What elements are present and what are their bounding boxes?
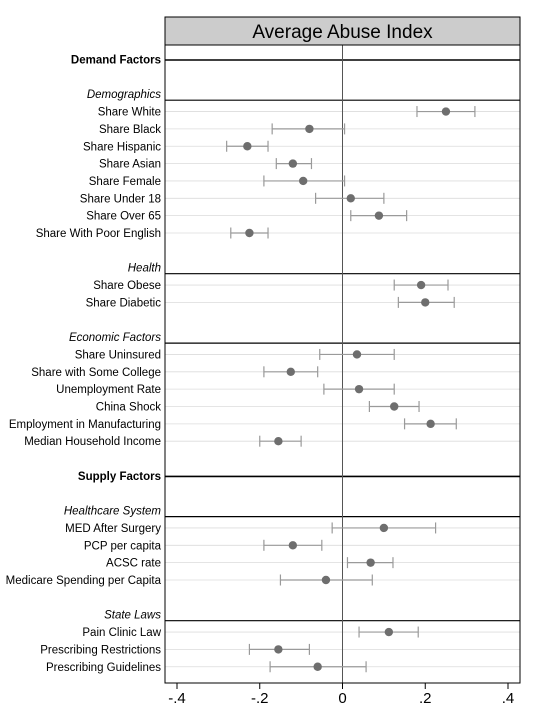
- estimate-point: [426, 419, 435, 429]
- x-tick-label: .2: [419, 690, 432, 707]
- row-label: Share Hispanic: [83, 141, 161, 153]
- estimate-point: [298, 176, 308, 186]
- x-tick-label: -.4: [168, 690, 186, 707]
- row-label: Share Female: [89, 176, 161, 188]
- estimate-point: [421, 298, 430, 307]
- subsection-label: State Laws: [104, 610, 161, 622]
- row-label: Share Obese: [93, 280, 161, 292]
- row-label: Medicare Spending per Capita: [6, 575, 162, 587]
- estimate-point: [286, 367, 295, 376]
- estimate-point: [274, 645, 283, 654]
- estimate-point: [274, 437, 283, 446]
- estimate-point: [346, 194, 355, 203]
- estimate-point: [243, 142, 252, 151]
- x-tick-label: 0: [338, 690, 346, 707]
- section-header-label: Demand Factors: [71, 55, 161, 67]
- estimate-point: [379, 523, 389, 533]
- row-label: Share Asian: [99, 159, 161, 171]
- chart-title: Average Abuse Index: [252, 22, 433, 43]
- point-estimates: [243, 107, 451, 671]
- row-label: Share with Some College: [31, 367, 161, 379]
- estimate-point: [441, 107, 451, 116]
- row-label: PCP per capita: [84, 540, 162, 552]
- row-label: Share With Poor English: [36, 228, 161, 240]
- row-label: Share Black: [99, 124, 161, 136]
- estimate-point: [313, 662, 322, 671]
- row-label: China Shock: [96, 402, 161, 414]
- estimate-point: [305, 124, 314, 134]
- row-label: Employment in Manufacturing: [9, 419, 161, 431]
- estimate-point: [288, 541, 298, 550]
- estimate-point: [384, 627, 394, 637]
- row-label: Pain Clinic Law: [82, 627, 161, 639]
- row-label: Share White: [98, 107, 161, 119]
- estimate-point: [245, 228, 254, 238]
- row-labels: Demand Factors Demographics Share White Sha…: [6, 55, 162, 674]
- row-label: Median Household Income: [24, 436, 161, 448]
- row-label: Share Under 18: [80, 193, 161, 205]
- estimate-point: [352, 350, 362, 359]
- row-label: Share Diabetic: [86, 297, 162, 309]
- estimate-point: [354, 384, 364, 394]
- estimate-point: [366, 558, 375, 567]
- row-label: MED After Surgery: [65, 523, 161, 535]
- row-label: Share Uninsured: [75, 349, 161, 361]
- row-label: ACSC rate: [106, 558, 161, 570]
- estimate-point: [288, 159, 298, 168]
- row-label: Prescribing Guidelines: [46, 662, 161, 674]
- section-header-label: Supply Factors: [78, 471, 161, 483]
- subsection-label: Economic Factors: [69, 332, 161, 344]
- x-tick-label: -.2: [251, 690, 269, 707]
- subsection-label: Demographics: [87, 89, 161, 101]
- estimate-point: [374, 211, 384, 220]
- title-band: [164, 16, 521, 46]
- x-axis: -.4 -.2 0 .2 .4: [168, 683, 514, 707]
- row-label: Prescribing Restrictions: [40, 644, 161, 656]
- row-label: Unemployment Rate: [56, 384, 161, 396]
- subsection-label: Health: [128, 263, 161, 275]
- subsection-label: Healthcare System: [64, 506, 162, 518]
- x-tick-label: .4: [502, 690, 515, 707]
- estimate-point: [416, 280, 426, 290]
- row-label: Share Over 65: [86, 211, 161, 223]
- estimate-point: [390, 402, 399, 411]
- estimate-point: [321, 575, 331, 585]
